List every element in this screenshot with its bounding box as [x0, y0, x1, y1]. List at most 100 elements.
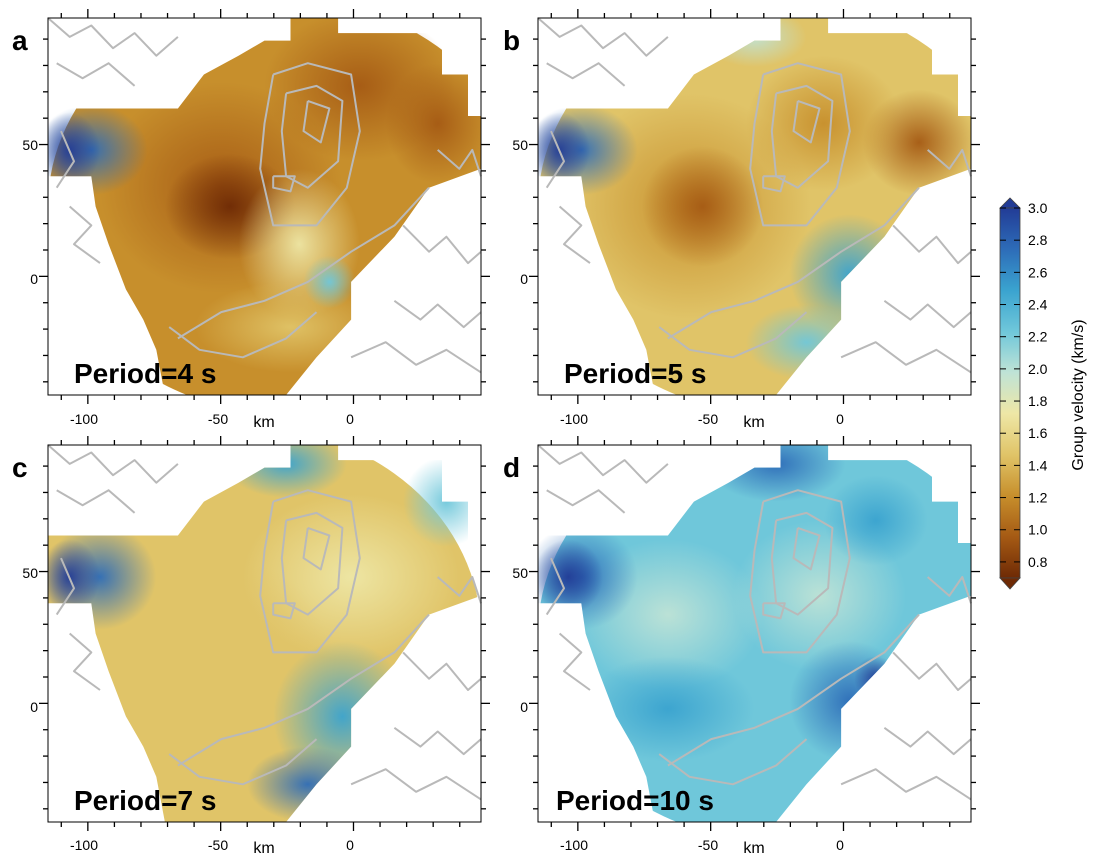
colorbar-tick-label: 1.4: [1028, 457, 1048, 473]
contour-line: [545, 557, 565, 616]
colorbar-title: Group velocity (km/s): [1070, 319, 1087, 470]
contour-line: [545, 130, 565, 189]
axis-ticks-c: [39, 436, 490, 831]
contour-line: [177, 613, 430, 767]
contour-line: [558, 205, 591, 264]
colorbar-ticks: 3.0 2.8 2.6 2.4 2.2 2.0 1.8 1.6 1.4 1.2 1.0 0.8: [1000, 200, 1048, 570]
period-label-c: Period=7 s: [74, 785, 216, 816]
contour-line: [55, 557, 75, 616]
contour-line: [350, 768, 482, 801]
contour-line: [280, 84, 344, 189]
colorbar-tick-label: 2.6: [1028, 264, 1048, 280]
contour-line: [168, 311, 318, 359]
contour-line: [402, 651, 482, 691]
map-frame-a: [47, 17, 482, 396]
contour-line: [168, 738, 318, 786]
contour-line: [56, 489, 136, 514]
contour-line: [658, 311, 808, 359]
contour-line: [272, 602, 296, 620]
contour-line: [402, 224, 482, 265]
colorbar-min-triangle: [999, 577, 1021, 590]
contour-line: [69, 632, 101, 691]
contour-line: [393, 299, 482, 329]
contour-line: [280, 511, 344, 616]
map-panel-a: a Period=4 s -100 -50 0 km 50 0: [12, 9, 490, 431]
contour-line: [69, 205, 101, 264]
colorbar-tick-label: 3.0: [1028, 200, 1048, 216]
contour-line: [393, 726, 482, 756]
contour-line: [927, 576, 972, 604]
contour-line: [259, 489, 361, 654]
contour-line: [667, 187, 920, 340]
topography-contours-a: [47, 17, 482, 374]
contour-line: [667, 613, 920, 767]
contour-line: [892, 651, 972, 691]
y-tick-label: 50: [512, 137, 528, 153]
contour-line: [762, 175, 786, 193]
axis-ticks-d: [529, 436, 980, 831]
contour-line: [883, 299, 972, 329]
contour-line: [658, 738, 808, 786]
y-tick-label: 50: [22, 565, 38, 581]
map-panel-c: c Period=7 s -100 -50 0 km 50 0: [12, 436, 490, 856]
contour-line: [56, 62, 136, 87]
colorbar-tick-label: 1.6: [1028, 425, 1048, 441]
colorbar-tick-label: 2.2: [1028, 329, 1048, 345]
contour-line: [840, 341, 972, 374]
contour-line: [437, 148, 482, 177]
x-tick-label: -100: [70, 837, 98, 853]
colorbar-tick-label: 2.0: [1028, 361, 1048, 377]
contour-line: [437, 576, 482, 604]
panel-letter-d: d: [503, 452, 520, 483]
contour-line: [47, 17, 179, 57]
colorbar: 3.0 2.8 2.6 2.4 2.2 2.0 1.8 1.6 1.4 1.2 1.0 0.8 Gro…: [999, 197, 1087, 590]
velocity-patch: [823, 475, 928, 566]
map-panel-b: b Period=5 s -100 -50 0 km 50 0: [503, 9, 980, 431]
y-tick-label: 50: [512, 565, 528, 581]
x-tick-label: -100: [560, 837, 588, 853]
x-tick-label: -100: [70, 411, 98, 427]
contour-line: [537, 444, 669, 484]
period-label-d: Period=10 s: [556, 785, 714, 816]
x-tick-label: -50: [698, 411, 718, 427]
y-tick-label: 50: [22, 137, 38, 153]
contour-line: [302, 526, 331, 571]
contour-line: [840, 768, 972, 801]
panel-letter-b: b: [503, 25, 520, 56]
map-frame-b: [537, 17, 972, 396]
colorbar-tick-label: 1.8: [1028, 393, 1048, 409]
contour-line: [892, 224, 972, 265]
contour-line: [537, 17, 669, 57]
period-label-b: Period=5 s: [564, 358, 706, 389]
contour-line: [749, 62, 851, 227]
velocity-patch: [538, 539, 603, 615]
map-frame-d: [537, 444, 972, 823]
contour-line: [259, 62, 361, 227]
contour-line: [770, 84, 834, 189]
x-axis-unit-label: km: [253, 414, 274, 431]
velocity-patch: [641, 146, 764, 267]
colorbar-tick-label: 2.8: [1028, 232, 1048, 248]
velocity-patch: [745, 55, 902, 192]
x-tick-label: -50: [208, 411, 228, 427]
topography-contours-d: [537, 444, 972, 801]
x-tick-label: -100: [560, 411, 588, 427]
x-tick-label: 0: [346, 411, 354, 427]
contour-line: [883, 726, 972, 756]
contour-line: [350, 341, 482, 374]
contour-line: [762, 602, 786, 620]
topography-contours-b: [537, 17, 972, 374]
colorbar-tick-label: 2.4: [1028, 297, 1048, 313]
y-tick-label: 0: [520, 699, 528, 715]
contour-line: [792, 526, 821, 571]
contour-line: [546, 62, 626, 87]
panel-letter-a: a: [12, 25, 28, 56]
contour-line: [177, 187, 430, 340]
contour-line: [47, 444, 179, 484]
x-tick-label: -50: [698, 837, 718, 853]
x-tick-label: 0: [836, 411, 844, 427]
axis-ticks-a: [39, 9, 490, 404]
y-tick-label: 0: [30, 699, 38, 715]
map-frame-c: [47, 444, 482, 823]
